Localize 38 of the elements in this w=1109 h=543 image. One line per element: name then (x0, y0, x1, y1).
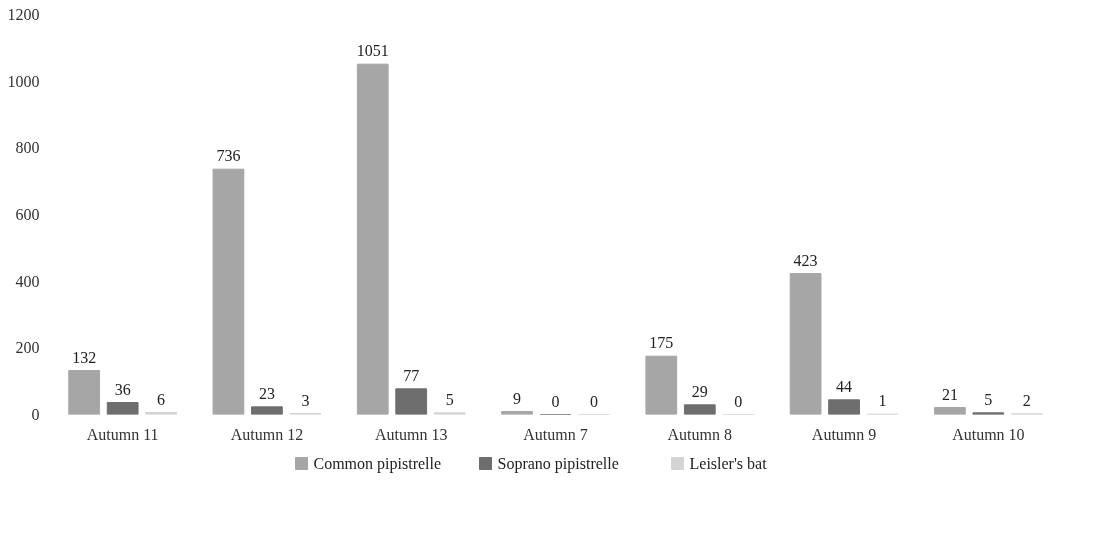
data-label: 0 (589, 392, 598, 410)
y-tick-label: 200 (15, 339, 40, 357)
x-tick-label: Autumn 7 (523, 425, 588, 443)
data-label: 21 (941, 385, 958, 403)
y-tick-label: 400 (15, 272, 40, 290)
data-label: 1 (878, 392, 887, 410)
data-label: 0 (734, 392, 743, 410)
legend-label: Leisler's bat (689, 455, 768, 472)
data-label: 132 (72, 348, 97, 366)
data-label: 23 (258, 384, 275, 402)
data-label: 175 (649, 334, 674, 352)
data-label: 736 (216, 147, 241, 165)
data-label: 5 (984, 390, 993, 408)
data-label: 77 (403, 366, 420, 384)
x-tick-label: Autumn 11 (86, 425, 159, 443)
data-label: 5 (445, 390, 454, 408)
data-label: 44 (836, 377, 853, 395)
data-label: 29 (691, 382, 708, 400)
data-label: 0 (551, 392, 560, 410)
y-tick-label: 800 (15, 139, 40, 157)
data-label: 9 (513, 389, 522, 407)
data-label: 6 (157, 390, 166, 408)
data-label: 3 (301, 391, 310, 409)
x-tick-label: Autumn 10 (952, 425, 1025, 443)
y-tick-label: 1200 (7, 6, 40, 23)
legend-label: Soprano pipistrelle (497, 455, 619, 473)
x-tick-label: Autumn 8 (667, 425, 733, 443)
x-tick-label: Autumn 13 (374, 425, 448, 443)
y-tick-label: 600 (15, 206, 40, 223)
x-tick-label: Autumn 12 (230, 425, 304, 443)
data-label: 2 (1022, 391, 1031, 409)
y-tick-label: 0 (31, 406, 40, 423)
data-label: 36 (114, 380, 131, 398)
x-tick-label: Autumn 9 (811, 425, 877, 443)
y-tick-label: 1000 (7, 72, 40, 90)
legend-label: Common pipistrelle (313, 455, 442, 473)
data-label: 1051 (356, 42, 389, 60)
data-label: 423 (793, 251, 818, 269)
